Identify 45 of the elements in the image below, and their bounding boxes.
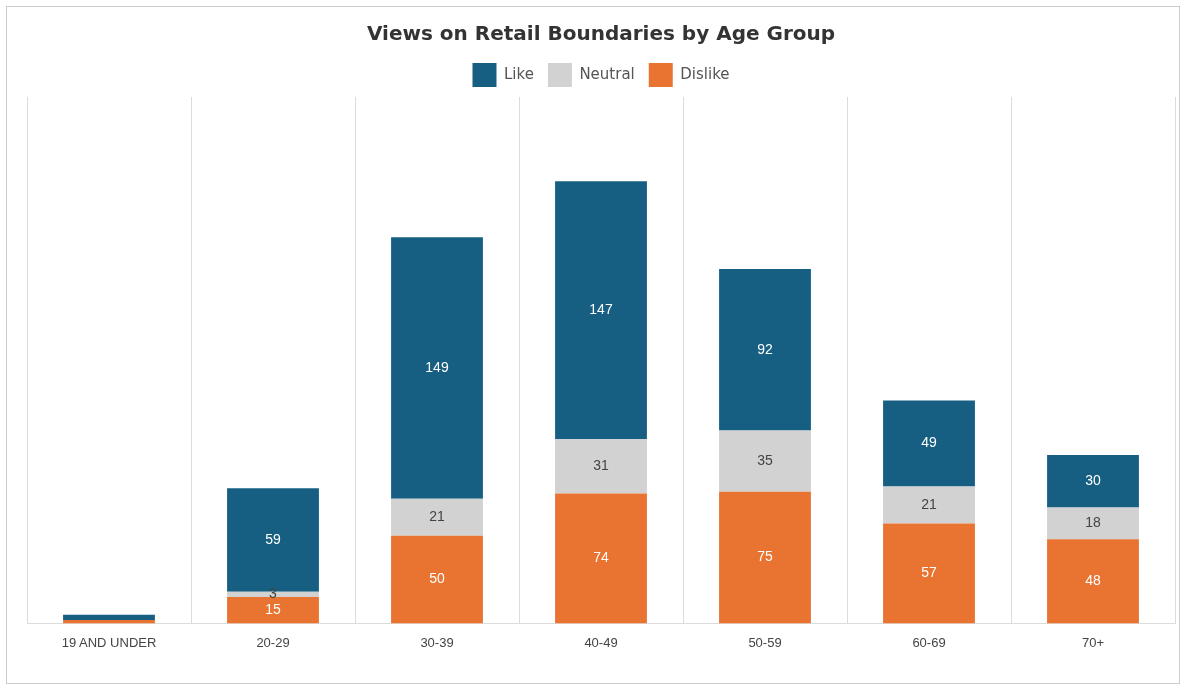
data-label: 21 — [921, 495, 937, 512]
x-tick-label: 19 AND UNDER — [61, 634, 157, 650]
legend-label: Dislike — [680, 64, 730, 83]
bar — [883, 486, 975, 524]
bar — [1047, 539, 1139, 624]
x-tick-label: 30-39 — [420, 634, 454, 650]
data-label: 18 — [1085, 514, 1101, 531]
bar — [719, 491, 811, 624]
bar — [227, 597, 319, 624]
bar — [883, 523, 975, 624]
data-label: 30 — [1085, 472, 1101, 489]
data-label: 92 — [757, 340, 773, 357]
bar — [391, 498, 483, 536]
data-label: 149 — [425, 358, 449, 375]
bar — [391, 237, 483, 499]
bar — [719, 430, 811, 492]
data-label: 57 — [921, 564, 937, 581]
data-label: 75 — [757, 548, 773, 565]
data-label: 31 — [593, 457, 609, 474]
x-tick-label: 50-59 — [748, 634, 782, 650]
data-label: 147 — [589, 301, 613, 318]
data-label: 74 — [593, 549, 609, 566]
bar — [1047, 507, 1139, 540]
data-label: 21 — [429, 508, 445, 525]
bar — [63, 614, 155, 620]
bar — [555, 181, 647, 440]
data-label: 15 — [265, 601, 281, 618]
x-tick-label: 20-29 — [256, 634, 290, 650]
bar — [391, 535, 483, 624]
chart-title: Views on Retail Boundaries by Age Group — [366, 21, 836, 46]
bar — [555, 439, 647, 494]
bar — [1047, 454, 1139, 508]
legend-label: Like — [503, 64, 534, 83]
data-label: 49 — [921, 434, 937, 451]
data-label: 35 — [757, 451, 773, 468]
data-label: 50 — [429, 570, 445, 587]
bar — [719, 268, 811, 431]
data-label: 48 — [1085, 572, 1101, 589]
x-tick-label: 40-49 — [584, 634, 618, 650]
bar — [883, 400, 975, 487]
legend-label: Neutral — [579, 64, 635, 83]
x-tick-label: 60-69 — [912, 634, 946, 650]
data-label: 59 — [265, 530, 281, 547]
x-tick-label: 70+ — [1081, 634, 1105, 650]
bar — [555, 493, 647, 624]
